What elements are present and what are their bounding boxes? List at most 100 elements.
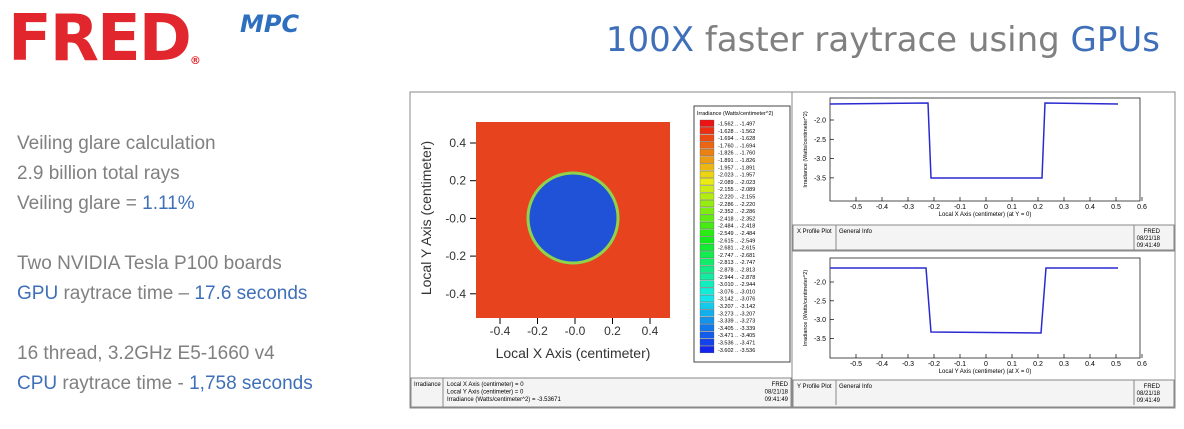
info-kind: Y Profile Plot — [797, 384, 832, 390]
y-tick-label: -2.0 — [814, 280, 826, 287]
x-tick-label: 0.1 — [1007, 361, 1017, 368]
y-tick-label: -3.0 — [814, 156, 826, 163]
legend-label: -2.155 .. -2.089 — [718, 187, 755, 193]
x-tick-label: 0.6 — [1137, 361, 1147, 368]
legend-label: -3.273 .. -3.207 — [718, 311, 755, 317]
spec-list: Veiling glare calculation 2.9 billion tot… — [17, 129, 313, 429]
profile-curve — [829, 102, 1119, 179]
info-bar — [410, 377, 792, 408]
spec-line: GPU raytrace time – 17.6 seconds — [17, 279, 313, 309]
axis-label: Irradiance (Watts/centimeter^2) — [803, 111, 809, 188]
axis-label: Irradiance (Watts/centimeter^2) — [803, 270, 809, 347]
axis-label: Local Y Axis (centimeter) — [418, 141, 434, 295]
info-stamp: 09:41:49 — [1137, 398, 1161, 404]
info-bar — [792, 224, 1175, 251]
x-tick-label: -0.4 — [876, 361, 888, 368]
legend-swatch — [699, 119, 715, 127]
spec-text: 1,758 seconds — [189, 373, 313, 394]
info-line: Local X Axis (centimeter) = 0 — [447, 382, 524, 388]
legend-label: -2.615 .. -2.549 — [718, 238, 755, 244]
spec-line: 2.9 billion total rays — [17, 159, 313, 189]
x-tick-label: -0.5 — [850, 204, 862, 211]
y-tick-label: -3.0 — [814, 317, 826, 324]
legend-swatch — [699, 222, 715, 229]
axis-label: Local Y Axis (centimeter) (at X = 0) — [939, 369, 1032, 375]
x-tick-label: 0.3 — [1059, 361, 1069, 368]
logo: FRED® MPC — [8, 2, 299, 76]
x-tick-label: 0.5 — [1111, 204, 1121, 211]
title-part: GPUs — [1070, 20, 1160, 60]
info-stamp: 08/21/18 — [765, 390, 789, 396]
legend-label: -1.826 .. -1.760 — [718, 151, 755, 157]
legend-label: -2.747 .. -2.681 — [718, 253, 755, 259]
x-tick-label: 0.3 — [1059, 204, 1069, 211]
legend-swatch — [699, 236, 715, 244]
legend-swatch — [699, 346, 715, 354]
plot-frame — [829, 97, 1141, 202]
legend-label: -3.471 .. -3.405 — [718, 333, 755, 339]
legend-label: -3.602 .. -3.536 — [718, 348, 755, 354]
legend-label: -2.023 .. -1.957 — [718, 173, 755, 179]
legend-swatch — [699, 324, 715, 332]
x-tick-label: -0.5 — [850, 361, 862, 368]
legend-label: -3.207 .. -3.142 — [718, 304, 755, 310]
spec-text: 16 thread, 3.2GHz E5-1660 v4 — [17, 343, 275, 364]
legend-label: -2.286 .. -2.220 — [718, 202, 755, 208]
spec-text: raytrace time – — [58, 283, 195, 304]
spec-text: 1.11% — [142, 193, 195, 214]
spec-line: CPU raytrace time - 1,758 seconds — [17, 369, 313, 399]
y-tick-label: -0.4 — [445, 287, 466, 301]
spec-group: 16 thread, 3.2GHz E5-1660 v4 CPU raytrace… — [17, 339, 313, 399]
y-tick-label: 0.4 — [449, 136, 466, 150]
spec-group: Veiling glare calculation 2.9 billion tot… — [17, 129, 313, 219]
x-tick-label: 0.2 — [604, 324, 621, 338]
title-part: 100X — [605, 20, 695, 60]
x-tick-label: -0.4 — [490, 324, 511, 338]
legend-label: -3.405 .. -3.339 — [718, 326, 755, 332]
legend-swatch — [699, 149, 715, 156]
legend-label: -1.628 .. -1.562 — [718, 129, 755, 135]
y-tick-label: -2.0 — [814, 118, 826, 125]
x-tick-label: 0.5 — [1111, 361, 1121, 368]
spec-group: Two NVIDIA Tesla P100 boards GPU raytrace… — [17, 249, 313, 309]
spec-text: Two NVIDIA Tesla P100 boards — [17, 253, 282, 274]
info-kind: Irradiance — [414, 382, 441, 388]
legend-swatch — [699, 251, 715, 259]
profile-curve — [830, 267, 1118, 334]
spec-text: 17.6 seconds — [194, 283, 308, 304]
legend-label: -2.549 .. -2.484 — [718, 231, 755, 237]
legend-swatch — [699, 141, 715, 149]
legend-swatch — [699, 287, 715, 295]
legend-label: -3.536 .. -3.471 — [718, 341, 755, 347]
legend-label: -1.760 .. -1.694 — [718, 143, 755, 149]
legend-swatch — [699, 309, 715, 317]
info-stamp: 09:41:49 — [765, 397, 789, 403]
heat-map-spot — [526, 171, 620, 265]
x-tick-label: -0.2 — [527, 324, 548, 338]
x-tick-label: 0 — [984, 204, 988, 211]
legend-swatch — [699, 316, 715, 324]
y-tick-label: -0.2 — [445, 249, 466, 263]
legend-swatch — [699, 163, 715, 171]
legend-swatch — [699, 331, 715, 339]
legend-label: -3.142 .. -3.076 — [718, 297, 755, 303]
axis-label: Local X Axis (centimeter) (at Y = 0) — [939, 212, 1032, 218]
spec-line: Veiling glare = 1.11% — [17, 189, 313, 219]
legend-label: -3.076 .. -3.010 — [718, 289, 755, 295]
info-stamp: FRED — [772, 382, 789, 388]
legend-label: -2.813 .. -2.747 — [718, 260, 755, 266]
legend-label: -1.891 .. -1.826 — [718, 158, 755, 164]
x-tick-label: 0 — [984, 361, 988, 368]
legend-label: -1.957 .. -1.891 — [718, 165, 755, 171]
legend-swatch — [699, 178, 715, 186]
legend-swatch — [699, 338, 715, 346]
spec-line: Veiling glare calculation — [17, 129, 313, 159]
legend-swatch — [699, 243, 715, 251]
logo-mark: ® — [189, 54, 201, 67]
legend-title: Irradiance (Watts/centimeter^2) — [697, 111, 774, 117]
logo-name: FRED — [8, 2, 192, 76]
legend-swatch — [699, 302, 715, 310]
legend-swatch — [699, 200, 715, 208]
info-kind: X Profile Plot — [797, 229, 832, 235]
info-stamp: 08/21/18 — [1137, 236, 1161, 242]
